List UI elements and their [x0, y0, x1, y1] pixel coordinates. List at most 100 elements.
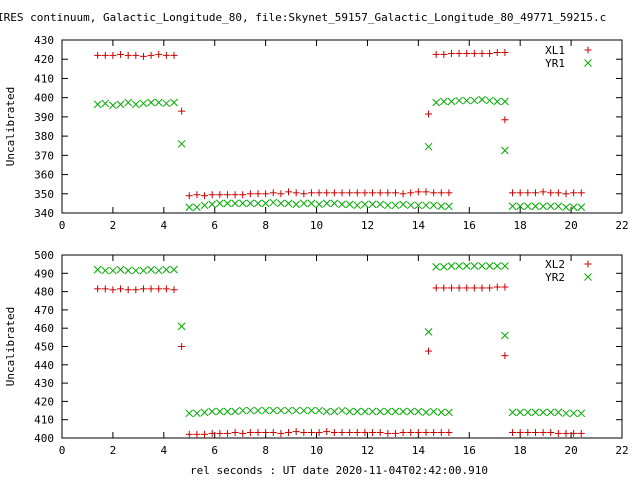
- data-point: [439, 263, 448, 271]
- data-point: [562, 203, 570, 212]
- data-point: [223, 429, 231, 437]
- data-point: [485, 96, 494, 105]
- x-tick-label: 12: [361, 444, 374, 457]
- data-point: [139, 52, 147, 60]
- data-point: [547, 189, 555, 197]
- data-point: [315, 406, 323, 415]
- data-point: [391, 201, 400, 210]
- data-point: [414, 188, 422, 196]
- data-point: [508, 408, 517, 417]
- data-point: [554, 429, 562, 437]
- data-point: [524, 189, 532, 197]
- data-point: [261, 199, 270, 208]
- data-point: [338, 200, 346, 209]
- data-point: [470, 49, 478, 57]
- data-point: [523, 202, 532, 211]
- x-tick-label: 6: [211, 219, 218, 232]
- data-point: [508, 202, 517, 211]
- data-point: [307, 406, 316, 415]
- data-point: [292, 189, 300, 197]
- data-point: [338, 406, 346, 415]
- data-point: [485, 262, 494, 270]
- data-point: [501, 116, 509, 124]
- data-point: [455, 49, 463, 57]
- data-point: [509, 189, 517, 197]
- data-point: [109, 266, 117, 275]
- data-point: [554, 408, 563, 417]
- x-tick-label: 2: [110, 444, 117, 457]
- data-point: [162, 265, 171, 274]
- data-point: [383, 407, 392, 416]
- data-point: [101, 99, 110, 108]
- data-point: [193, 203, 201, 212]
- data-point: [383, 201, 392, 210]
- data-point: [170, 286, 178, 294]
- data-point: [139, 99, 148, 108]
- data-point: [516, 189, 524, 197]
- data-point: [462, 262, 471, 270]
- data-point: [437, 189, 445, 197]
- data-point: [493, 48, 501, 56]
- data-point: [455, 284, 463, 292]
- data-point: [570, 429, 578, 437]
- data-point: [262, 429, 270, 437]
- data-point: [254, 406, 262, 415]
- data-point: [509, 429, 517, 437]
- bottom-panel: 0 2 4 6 8 10 12 14 16 18 20 22 400 410 420 430 440 450 460…: [4, 249, 629, 457]
- data-point: [361, 429, 369, 437]
- data-point: [155, 50, 163, 58]
- data-point: [430, 189, 438, 197]
- data-point: [569, 409, 578, 418]
- data-point: [531, 202, 540, 211]
- data-point: [422, 408, 430, 417]
- x-tick-label: 14: [412, 219, 426, 232]
- x-tick-label: 20: [564, 444, 577, 457]
- data-point: [154, 266, 163, 275]
- y-tick-label: 420: [34, 53, 54, 66]
- x-tick-label: 22: [615, 444, 628, 457]
- data-point: [193, 191, 201, 199]
- data-point: [239, 429, 247, 437]
- data-point: [277, 429, 285, 437]
- data-point: [445, 189, 453, 197]
- data-point: [307, 429, 315, 437]
- data-point: [470, 284, 478, 292]
- data-point: [562, 429, 570, 437]
- data-point: [432, 263, 441, 271]
- data-point: [116, 100, 125, 109]
- data-point: [338, 429, 346, 437]
- data-point: [109, 51, 117, 59]
- data-point: [132, 51, 140, 59]
- data-point: [445, 429, 453, 437]
- data-point: [430, 429, 438, 437]
- data-point: [539, 408, 547, 417]
- x-axis-label: rel seconds : UT date 2020-11-04T02:42:0…: [190, 464, 488, 477]
- data-point: [330, 429, 338, 437]
- y-tick-label: 450: [34, 341, 54, 354]
- data-point: [422, 429, 430, 437]
- data-point: [185, 409, 194, 418]
- data-point: [447, 284, 455, 292]
- data-point: [246, 199, 255, 208]
- x-tick-label: 4: [161, 444, 168, 457]
- data-point: [447, 49, 455, 57]
- x-tick-label: 2: [110, 219, 117, 232]
- data-point: [493, 283, 501, 291]
- data-point: [539, 429, 547, 437]
- series-YR1: [93, 95, 586, 212]
- x-tick-label: 16: [463, 444, 476, 457]
- data-point: [269, 429, 277, 437]
- data-point: [246, 190, 254, 198]
- data-point: [147, 285, 155, 293]
- data-point: [178, 343, 186, 350]
- data-point: [486, 284, 494, 292]
- data-point: [455, 262, 463, 270]
- data-point: [200, 408, 209, 417]
- x-tick-label: 0: [59, 219, 66, 232]
- data-point: [353, 429, 361, 437]
- data-point: [299, 406, 308, 415]
- data-point: [414, 201, 423, 210]
- data-point: [284, 406, 293, 415]
- x-tick-label: 20: [564, 219, 577, 232]
- data-point: [208, 191, 216, 199]
